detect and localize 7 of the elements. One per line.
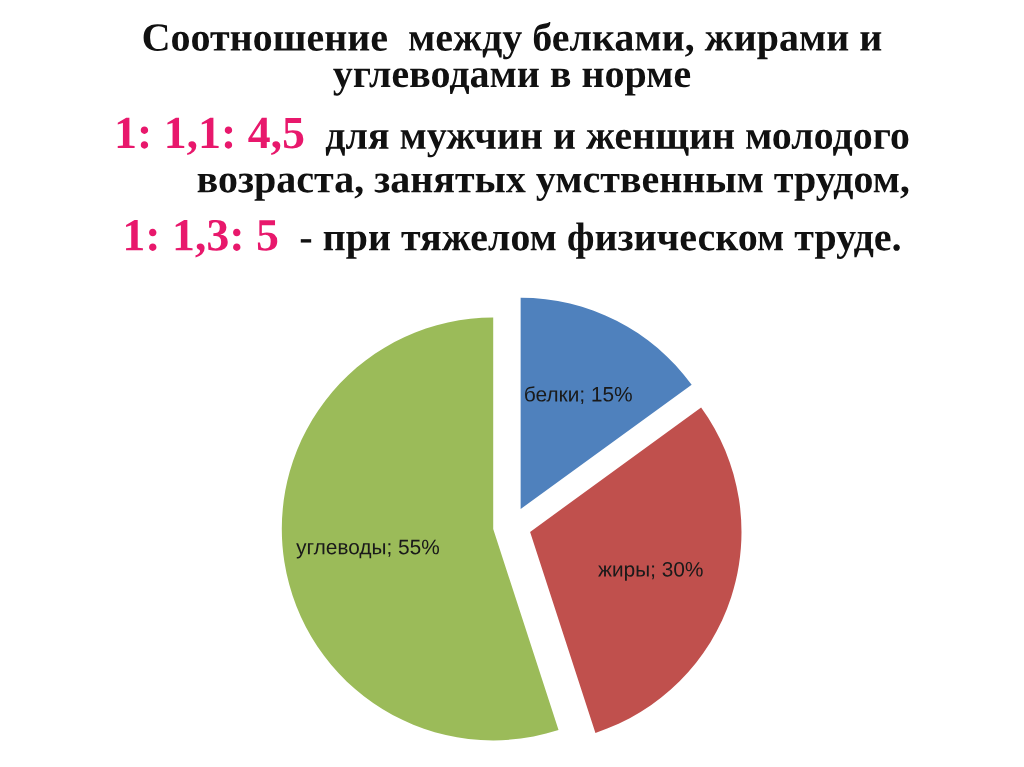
slice-label: белки; 15%	[525, 386, 632, 405]
text: 1: 1,1: 4,5	[117, 117, 304, 156]
chart-title: Соотношение между белками, жирами и углеводами в норме	[143, 21, 882, 96]
text: 1: 1,3: 5	[126, 219, 278, 258]
text: - при тяжелом физическом труде.	[300, 222, 900, 259]
slice-label: жиры; 30%	[598, 561, 703, 581]
slice-label: углеводы; 55%	[296, 539, 440, 559]
